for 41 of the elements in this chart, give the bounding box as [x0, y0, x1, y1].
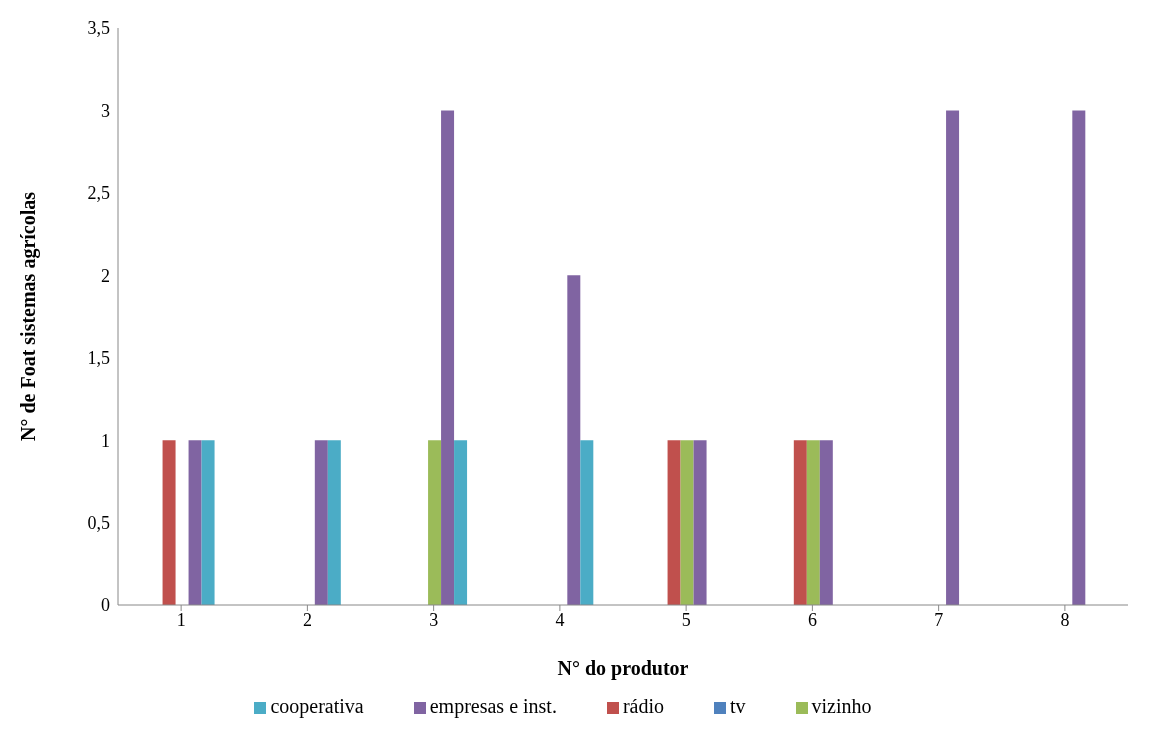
bar — [667, 440, 681, 605]
x-tick-label: 1 — [176, 609, 186, 630]
bar — [567, 275, 581, 605]
x-tick-label: 5 — [681, 609, 691, 630]
x-axis-title: N° do produtor — [557, 657, 689, 680]
bar — [946, 110, 960, 605]
bar — [428, 440, 442, 605]
legend-label: empresas e inst. — [429, 695, 557, 717]
x-tick-label: 8 — [1060, 609, 1070, 630]
bar — [693, 440, 707, 605]
legend-label: cooperativa — [270, 695, 364, 717]
bar — [680, 440, 694, 605]
y-tick-label: 0 — [101, 595, 110, 616]
y-tick-label: 1,5 — [87, 348, 110, 369]
y-tick-label: 2 — [101, 265, 110, 286]
bar — [1072, 110, 1086, 605]
y-tick-label: 1 — [101, 430, 110, 451]
bar — [201, 440, 215, 605]
bar — [441, 110, 455, 605]
bar — [819, 440, 833, 605]
y-tick-label: 0,5 — [87, 512, 110, 533]
y-tick-label: 2,5 — [87, 183, 110, 204]
legend-label: tv — [730, 695, 746, 717]
y-tick-label: 3 — [101, 100, 110, 121]
y-axis-title: N° de Foat sistemas agrícolas — [17, 191, 41, 442]
x-tick-label: 2 — [302, 609, 312, 630]
bar — [327, 440, 341, 605]
legend-label: rádio — [622, 695, 664, 717]
bar — [314, 440, 328, 605]
x-tick-label: 7 — [934, 609, 944, 630]
bar — [454, 440, 468, 605]
bar — [580, 440, 594, 605]
y-tick-label: 3,5 — [87, 18, 110, 39]
x-tick-label: 6 — [807, 609, 817, 630]
x-tick-label: 4 — [555, 609, 565, 630]
bar — [188, 440, 202, 605]
bar — [806, 440, 820, 605]
legend-label: vizinho — [811, 695, 872, 717]
bar — [162, 440, 176, 605]
bar — [793, 440, 807, 605]
x-tick-label: 3 — [429, 609, 439, 630]
